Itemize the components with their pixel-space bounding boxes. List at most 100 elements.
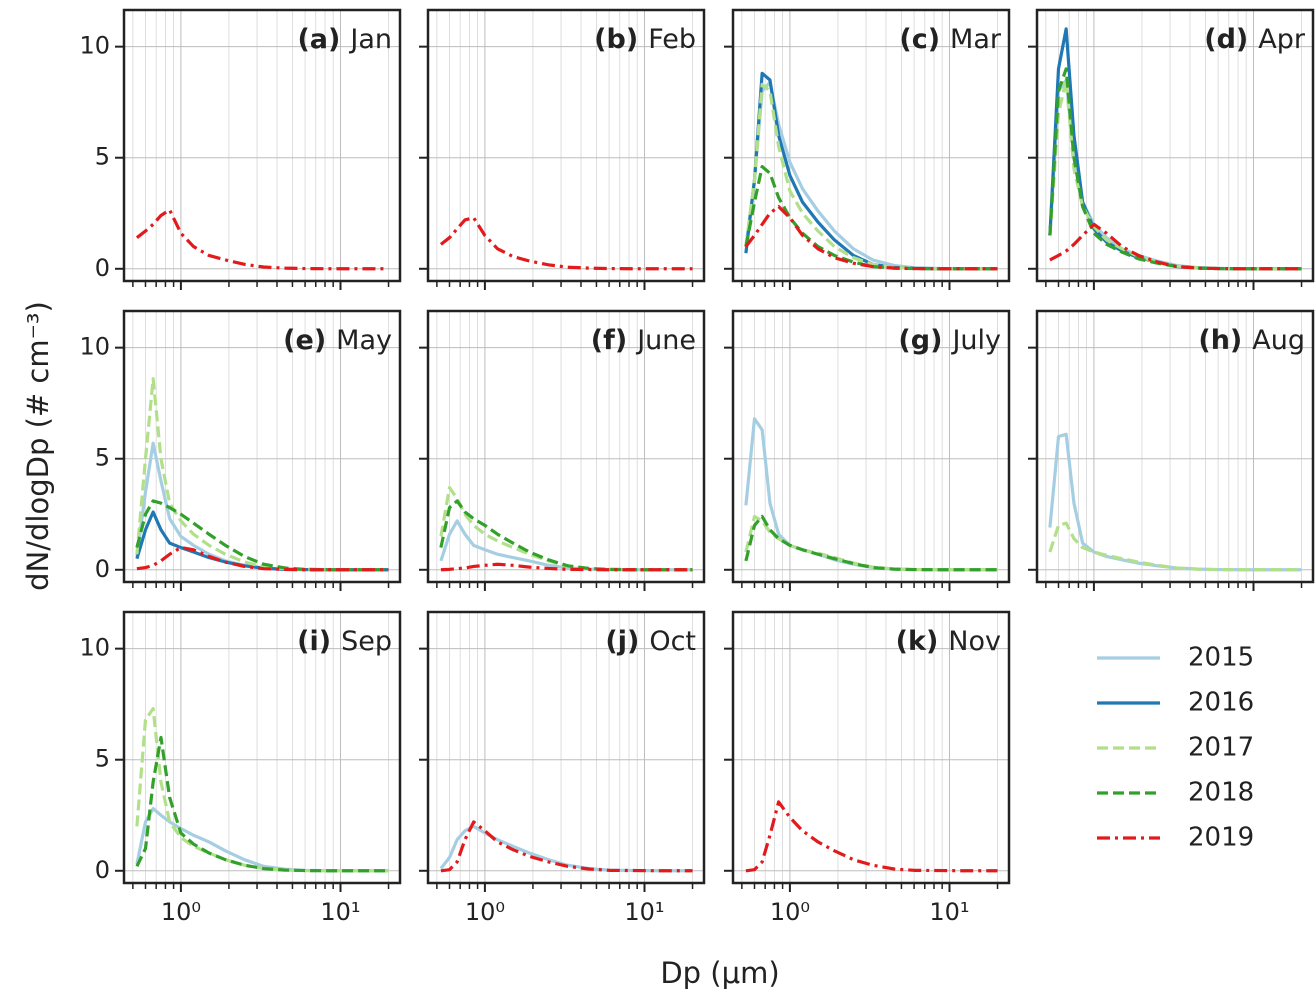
- series-line: [135, 735, 389, 873]
- y-tick-label: 5: [95, 745, 110, 773]
- x-tick-label: 10¹: [929, 898, 969, 926]
- y-axis-label: dN/dlogDp (# cm⁻³): [21, 301, 55, 591]
- panel-month: Aug: [1252, 325, 1305, 356]
- series-line: [744, 204, 998, 271]
- panel: 10⁰ 10¹ 0 5 10 (i) Sep: [79, 610, 402, 926]
- x-tick-label: 10⁰: [161, 898, 201, 926]
- series-line: [439, 499, 693, 572]
- series-line: [745, 800, 998, 873]
- panel: (f) June: [419, 309, 706, 591]
- panel-label: (j): [605, 626, 639, 657]
- y-tick-label: 5: [95, 143, 110, 171]
- series-line: [135, 208, 389, 271]
- series-line: [440, 562, 693, 572]
- panel-title: (i) Sep: [297, 626, 392, 657]
- panel-title: (f) June: [591, 325, 696, 356]
- panel-month: May: [336, 325, 392, 356]
- panel: (h) Aug: [1028, 309, 1315, 591]
- panel-label: (i): [297, 626, 331, 657]
- panel-label: (c): [899, 24, 940, 55]
- y-tick-label: 0: [95, 555, 110, 583]
- y-tick-label: 10: [79, 333, 110, 361]
- panel-frame: [731, 8, 1011, 283]
- series-line: [1048, 521, 1302, 572]
- series-line: [744, 82, 998, 271]
- legend-label: 2016: [1188, 688, 1254, 718]
- panel-title: (b) Feb: [594, 24, 696, 55]
- plot-area: [1037, 10, 1313, 281]
- panel-label: (e): [283, 325, 326, 356]
- panel-title: (k) Nov: [896, 626, 1001, 657]
- x-tick-label: 10¹: [624, 898, 664, 926]
- plot-area: [733, 612, 1009, 883]
- panel-month: Mar: [950, 24, 1002, 55]
- panel-label: (f): [591, 325, 627, 356]
- legend-label: 2017: [1188, 733, 1254, 763]
- panel-frame: [122, 309, 402, 584]
- panel-month: Oct: [649, 626, 696, 657]
- panel: (d) Apr: [1028, 8, 1315, 290]
- panel-label: (h): [1198, 325, 1242, 356]
- panel-month: Jan: [348, 24, 392, 55]
- series-line: [439, 824, 693, 873]
- panel-frame: [122, 610, 402, 885]
- panel-month: Apr: [1258, 24, 1306, 55]
- panel-frame: [731, 309, 1011, 584]
- plot-area: [428, 311, 704, 582]
- panel-title: (c) Mar: [899, 24, 1002, 55]
- panel: 10⁰ 10¹ (k) Nov: [724, 610, 1011, 926]
- panel-label: (g): [898, 325, 942, 356]
- panel-title: (g) July: [898, 325, 1001, 356]
- series-line: [440, 820, 693, 873]
- legend: 2015 2016 2017 2018 2019: [1097, 643, 1254, 853]
- panel-frame: [426, 610, 706, 885]
- panel-label: (k): [896, 626, 939, 657]
- panel-title: (e) May: [283, 325, 392, 356]
- panel-title: (d) Apr: [1204, 24, 1306, 55]
- panel: (c) Mar: [724, 8, 1011, 290]
- plot-area: [1037, 311, 1313, 582]
- panel-frame: [1035, 8, 1315, 283]
- panel-frame: [122, 8, 402, 283]
- panel: 0 5 10 (a) Jan: [79, 8, 402, 290]
- panel: 10⁰ 10¹ (j) Oct: [419, 610, 706, 926]
- plot-area: [124, 311, 400, 582]
- panel-month: June: [635, 325, 696, 356]
- panel-month: Sep: [341, 626, 392, 657]
- legend-label: 2019: [1188, 823, 1254, 853]
- panel-label: (b): [594, 24, 638, 55]
- series-line: [744, 514, 998, 572]
- panel-month: Nov: [948, 626, 1001, 657]
- panel: (b) Feb: [419, 8, 706, 290]
- x-axis-label: Dp (μm): [660, 956, 779, 990]
- y-tick-label: 10: [79, 32, 110, 60]
- series-line: [136, 545, 389, 572]
- x-tick-label: 10⁰: [770, 898, 810, 926]
- panel-frame: [1035, 309, 1315, 584]
- plot-area: [124, 612, 400, 883]
- panel-frame: [731, 610, 1011, 885]
- x-tick-label: 10⁰: [465, 898, 505, 926]
- panel: 0 5 10 (e) May: [79, 309, 402, 591]
- panel-label: (d): [1204, 24, 1248, 55]
- plot-area: [124, 10, 400, 281]
- panel-frame: [426, 309, 706, 584]
- y-tick-label: 0: [95, 254, 110, 282]
- x-tick-label: 10¹: [320, 898, 360, 926]
- panel-title: (j) Oct: [605, 626, 696, 657]
- panel-title: (a) Jan: [297, 24, 392, 55]
- plot-area: [428, 612, 704, 883]
- panel-frame: [426, 8, 706, 283]
- series-line: [744, 165, 998, 271]
- panel: (g) July: [724, 309, 1011, 591]
- y-tick-label: 0: [95, 856, 110, 884]
- panel-title: (h) Aug: [1198, 325, 1305, 356]
- legend-label: 2018: [1188, 778, 1254, 808]
- y-tick-label: 5: [95, 444, 110, 472]
- series-line: [1048, 67, 1302, 271]
- panel-label: (a): [297, 24, 340, 55]
- panel-month: July: [950, 325, 1001, 356]
- panel-month: Feb: [648, 24, 696, 55]
